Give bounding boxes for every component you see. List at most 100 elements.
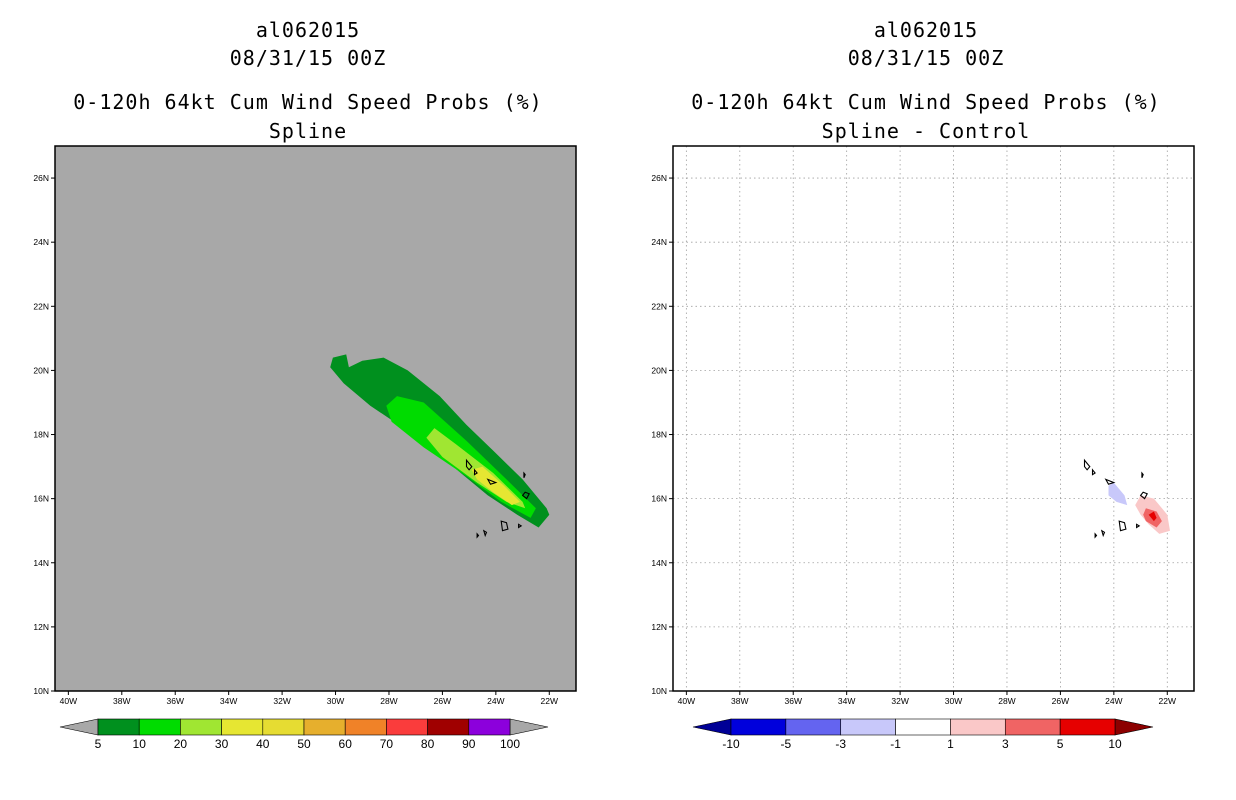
right-island-outline [1118,520,1127,532]
left-y-tick-label: 20N [33,365,49,375]
left-x-tick-label: 32W [273,696,290,706]
right-colorbar-arrow-low [692,718,732,736]
right-colorbar-label: 3 [1002,737,1009,751]
right-colorbar-label: 1 [947,737,954,751]
right-colorbar-swatch [895,718,951,736]
left-x-tick-label: 36W [166,696,183,706]
right-x-tick-label: 34W [838,696,855,706]
right-colorbar-swatch [730,718,787,736]
left-y-tick-label: 10N [33,686,49,696]
left-x-tick-label: 26W [434,696,451,706]
left-x-tick-label: 28W [380,696,397,706]
left-island-outline [465,458,473,471]
right-colorbar-swatch [785,718,842,736]
left-island-outline [523,471,526,479]
right-colorbar-label: 10 [1108,737,1122,751]
right-y-tick-label: 18N [651,430,667,440]
right-x-tick-label: 24W [1105,696,1122,706]
right-y-tick-label: 20N [651,365,667,375]
left-y-tick-label: 18N [33,430,49,440]
right-x-tick-label: 26W [1052,696,1069,706]
left-chart-title: 0-120h 64kt Cum Wind Speed Probs (%) [73,90,543,114]
right-colorbar-arrow-high [1114,718,1154,736]
left-x-tick-label: 22W [541,696,558,706]
right-storm-id: al062015 [873,18,979,42]
right-chart-title: 0-120h 64kt Cum Wind Speed Probs (%) [691,90,1161,114]
right-island-outline [1094,532,1098,539]
left-y-tick-label: 22N [33,301,49,311]
left-colorbar-label: 70 [380,737,394,751]
left-x-tick-label: 34W [220,696,237,706]
right-y-tick-label: 24N [651,237,667,247]
left-colorbar-label: 20 [174,737,188,751]
right-colorbar-label: -10 [722,737,740,751]
left-x-tick-label: 40W [60,696,77,706]
left-colorbar-label: 100 [500,737,520,751]
right-island-outline [1091,468,1096,476]
right-y-tick-label: 26N [651,173,667,183]
left-island-outline [486,478,498,485]
left-x-tick-label: 30W [327,696,344,706]
right-island-outline [1083,458,1091,471]
left-island-outline [482,529,488,538]
right-x-tick-label: 40W [678,696,695,706]
right-x-tick-label: 38W [731,696,748,706]
right-island-outline [1141,471,1144,479]
right-colorbar-swatch [1059,718,1116,736]
left-colorbar-label: 60 [339,737,353,751]
right-colorbar-swatch [840,718,896,736]
left-valid-time: 08/31/15 00Z [229,46,387,70]
left-colorbar-label: 90 [462,737,476,751]
right-valid-time: 08/31/15 00Z [847,46,1005,70]
right-x-tick-label: 36W [784,696,801,706]
right-colorbar-swatch [1004,718,1061,736]
left-island-outline [473,468,478,476]
right-plot-area [673,146,1194,691]
left-island-outline [518,523,523,529]
left-probability-map: 40W 38W 36W 34W 32W 30W 28W 26W 24W 22W 10N 12N 14N 1… [33,145,577,751]
left-colorbar-label: 10 [133,737,147,751]
right-chart-subtitle: Spline - Control [821,119,1031,143]
right-plot-frame [672,145,1195,692]
left-contour-30 [471,466,520,506]
right-colorbar-swatch [950,718,1006,736]
right-contour-neg1 [1108,482,1128,506]
left-storm-id: al062015 [255,18,361,42]
left-y-tick-label: 14N [33,558,49,568]
left-y-tick-label: 24N [33,237,49,247]
right-x-tick-label: 28W [998,696,1015,706]
left-island-outline [521,491,530,500]
left-plot-area [55,146,576,691]
right-colorbar-label: 5 [1057,737,1064,751]
left-y-tick-label: 16N [33,494,49,504]
left-y-tick-label: 26N [33,173,49,183]
left-y-tick-label: 12N [33,622,49,632]
right-x-tick-label: 22W [1159,696,1176,706]
right-colorbar-label: -3 [835,737,846,751]
right-island-outline [1139,491,1148,500]
left-colorbar-swatch [468,718,511,736]
left-plot-frame [54,145,577,692]
left-colorbar-label: 80 [421,737,435,751]
right-island-outline [1100,529,1106,538]
left-chart-subtitle: Spline [268,119,348,143]
right-x-tick-label: 30W [945,696,962,706]
right-y-tick-label: 16N [651,494,667,504]
right-contour-5 [1148,511,1157,522]
right-colorbar-label: -1 [890,737,901,751]
left-x-tick-label: 38W [113,696,130,706]
left-colorbar-label: 50 [297,737,311,751]
left-colorbar-label: 5 [95,737,102,751]
right-y-tick-label: 14N [651,558,667,568]
right-y-tick-label: 12N [651,622,667,632]
right-x-tick-label: 32W [891,696,908,706]
left-island-outline [476,532,480,539]
right-y-tick-label: 22N [651,301,667,311]
left-colorbar-label: 30 [215,737,229,751]
left-island-outline [500,520,509,532]
right-colorbar-label: -5 [781,737,792,751]
right-island-outline [1104,478,1116,485]
right-y-tick-label: 10N [651,686,667,696]
left-x-tick-label: 24W [487,696,504,706]
